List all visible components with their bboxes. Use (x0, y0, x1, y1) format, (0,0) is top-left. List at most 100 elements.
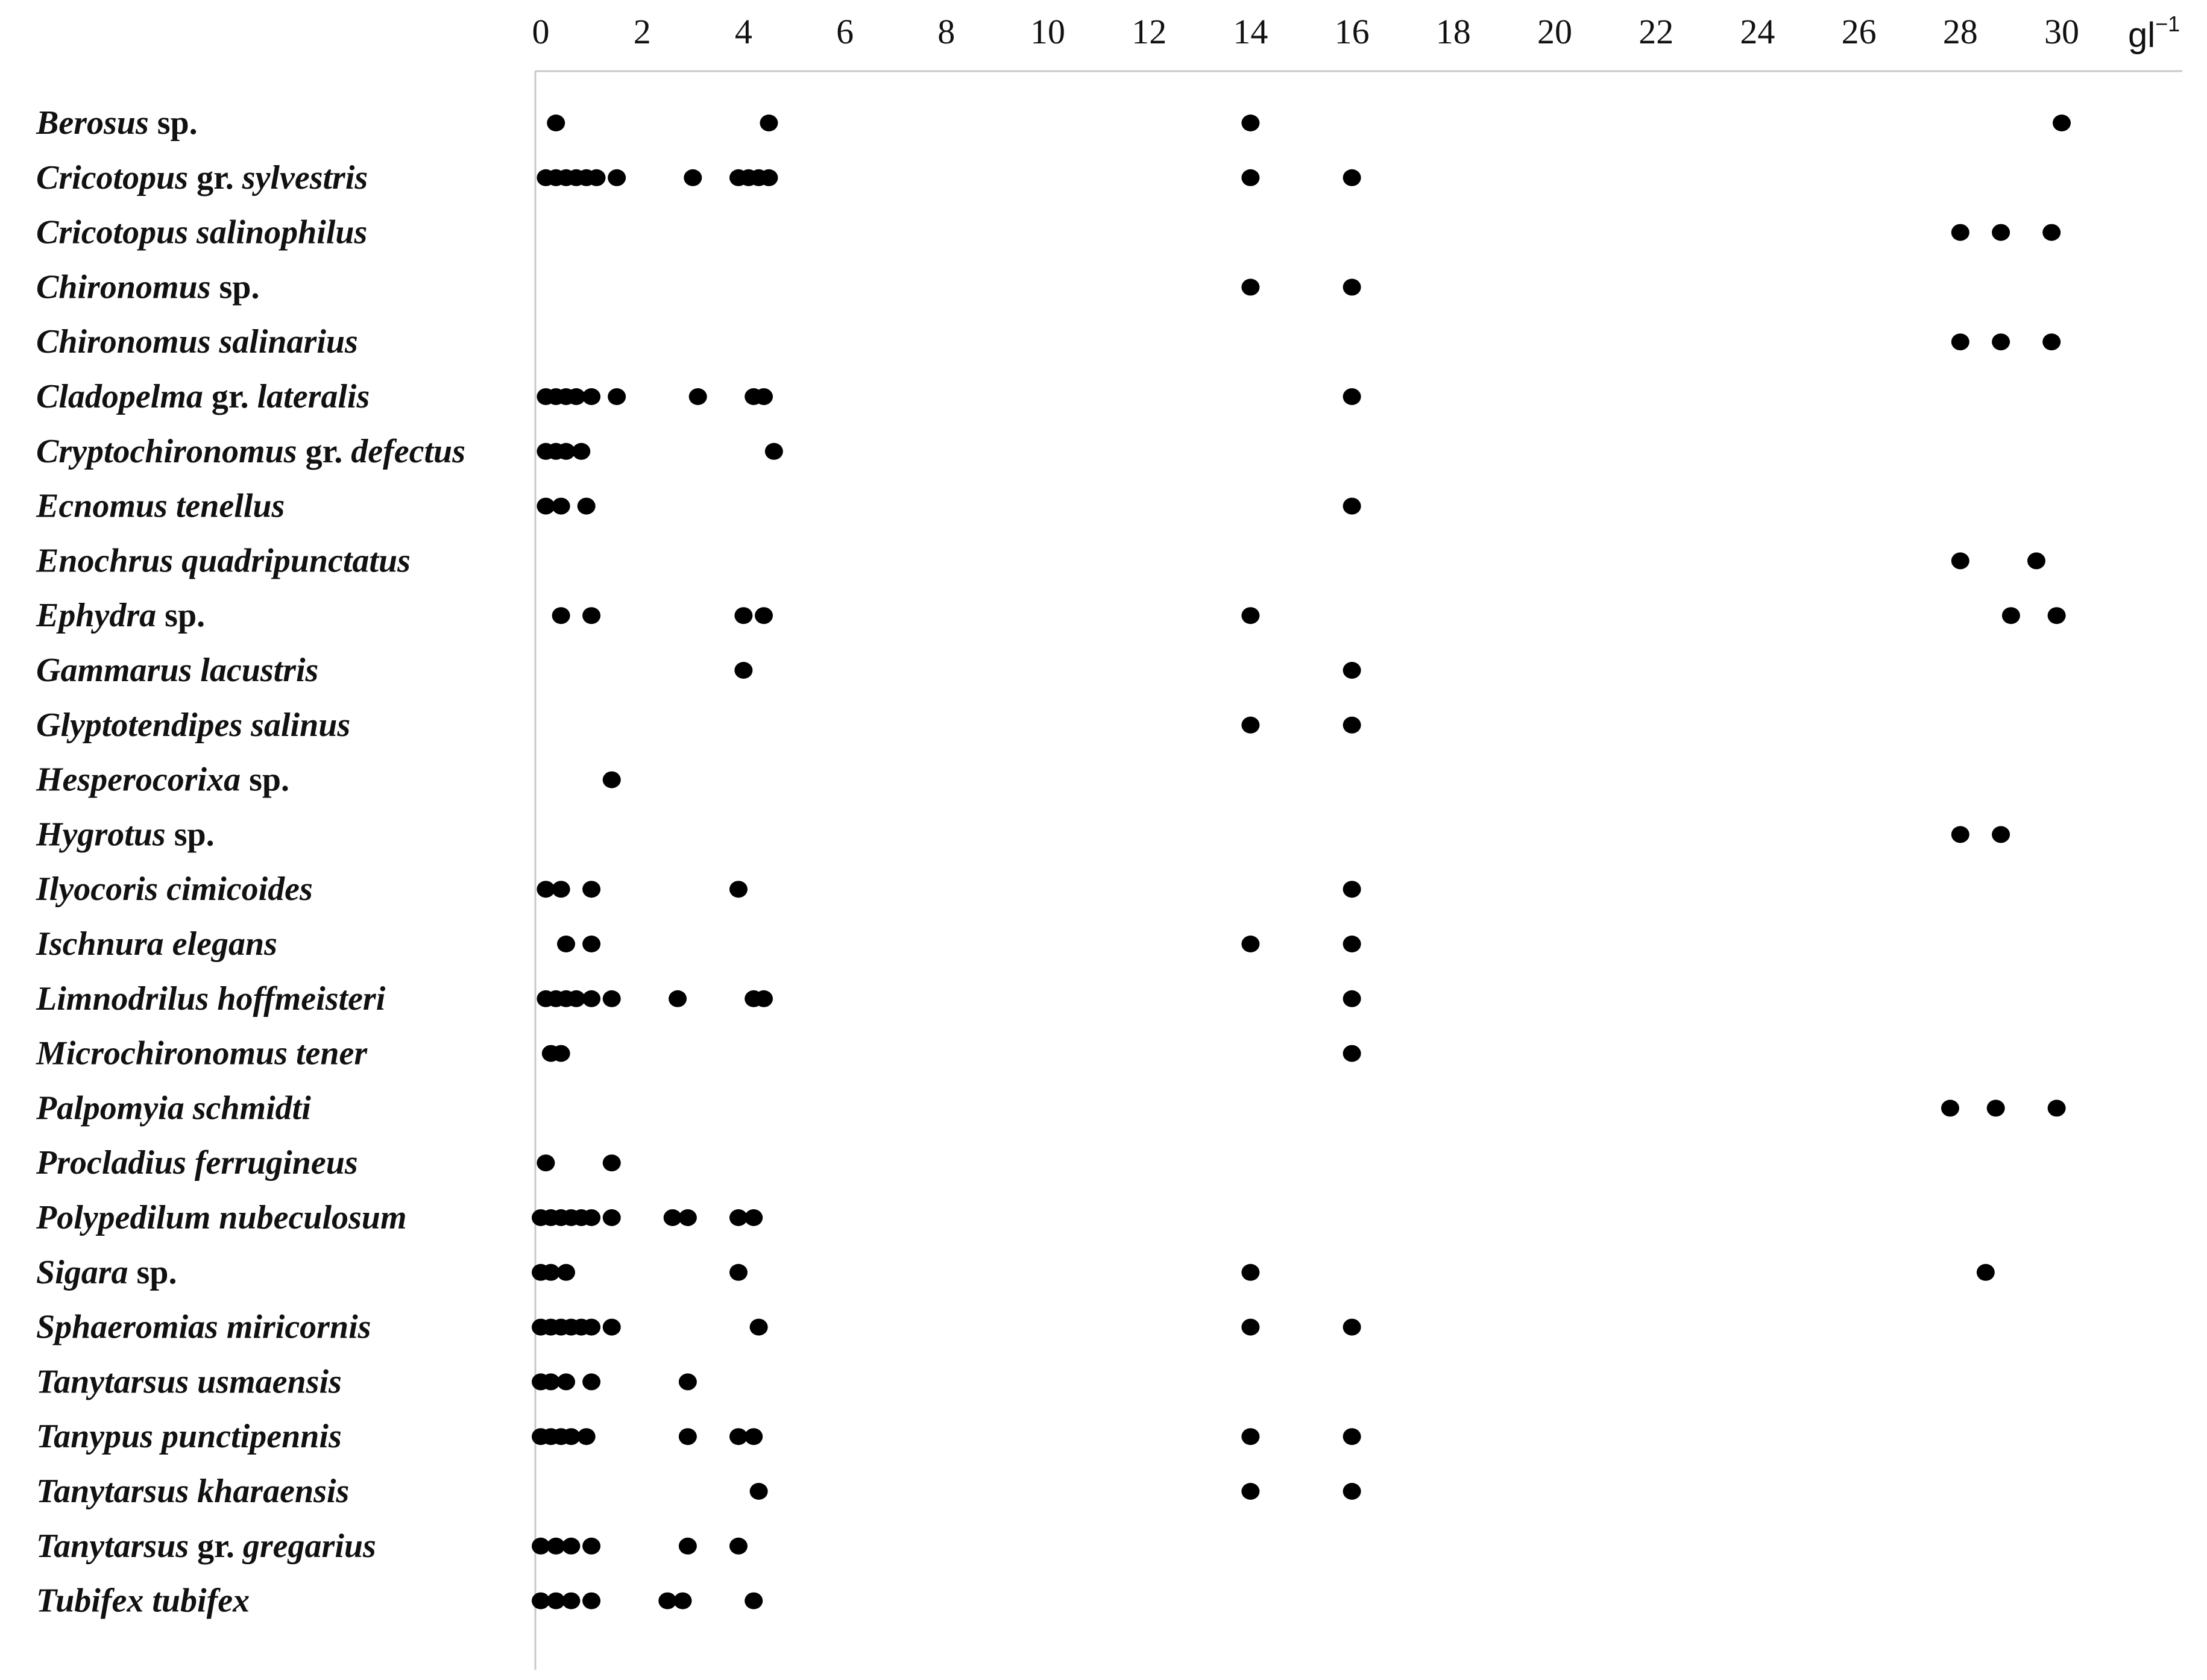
data-point (608, 169, 626, 186)
x-tick-label: 10 (1030, 12, 1065, 51)
data-point (532, 1592, 550, 1609)
x-tick-label: 0 (532, 12, 550, 51)
species-name: Berosus (36, 104, 149, 142)
species-name-2: lateralis (257, 378, 370, 415)
data-point (541, 1373, 560, 1391)
data-point (764, 442, 783, 460)
data-point (2001, 607, 2020, 624)
species-name: Tanytarsus kharaensis (36, 1473, 349, 1510)
species-label: Cladopelma gr. lateralis (36, 378, 370, 415)
data-point (1951, 552, 1969, 570)
data-point (582, 1373, 601, 1391)
data-point (755, 388, 773, 405)
data-point (729, 1537, 748, 1555)
data-point (582, 1592, 601, 1609)
x-axis-tick-labels: 0 2 4 6 8 10 12 14 16 18 20 22 24 26 28 30 (532, 12, 2080, 51)
species-name: Sphaeromias miricornis (36, 1309, 371, 1346)
species-label: Procladius ferrugineus (36, 1144, 358, 1181)
species-label: Enochrus quadripunctatus (36, 542, 411, 579)
data-point (1951, 826, 1969, 843)
data-point (1992, 224, 2010, 241)
species-name: Chironomus salinarius (36, 323, 358, 360)
species-label: Tubifex tubifex (36, 1582, 250, 1620)
data-point (1343, 936, 1361, 952)
data-point (1241, 1483, 1260, 1500)
species-name: Palpomyia schmidti (36, 1089, 311, 1127)
species-name: Cricotopus salinophilus (36, 214, 367, 251)
data-point (1343, 388, 1361, 405)
species-label: Sigara sp. (36, 1254, 177, 1291)
data-point (1241, 115, 1260, 131)
species-name: Glyptotendipes salinus (36, 706, 350, 744)
data-point (729, 1428, 748, 1446)
data-point (745, 1209, 763, 1226)
species-name: Limnodrilus hoffmeisteri (36, 980, 386, 1018)
species-label: Tanytarsus gr. gregarius (36, 1527, 376, 1565)
data-point (749, 1318, 768, 1336)
species-name: Tanytarsus usmaensis (36, 1363, 342, 1400)
data-point (1992, 333, 2010, 351)
data-point (745, 1592, 763, 1609)
data-point (678, 1209, 697, 1226)
species-label: Hesperocorixa sp. (36, 761, 289, 799)
x-tick-label: 24 (1740, 12, 1775, 51)
data-point (1343, 881, 1361, 898)
x-tick-label: 8 (937, 12, 955, 51)
data-point (541, 1263, 560, 1281)
x-tick-label: 14 (1233, 12, 1268, 51)
species-suffix: sp. (128, 1254, 177, 1291)
data-point (582, 1209, 601, 1226)
data-points (532, 115, 2071, 1609)
species-suffix: sp. (166, 816, 215, 853)
data-point (669, 990, 687, 1007)
x-tick-label: 16 (1335, 12, 1370, 51)
x-tick-label: 22 (1639, 12, 1673, 51)
data-point (582, 1318, 601, 1336)
data-point (1343, 716, 1361, 734)
data-point (663, 1209, 682, 1226)
species-label: Sphaeromias miricornis (36, 1309, 371, 1346)
species-suffix: sp. (149, 104, 198, 142)
data-point (552, 497, 570, 515)
data-point (537, 1154, 555, 1172)
species-label: Chironomus sp. (36, 268, 259, 306)
data-point (547, 115, 565, 131)
species-name: Enochrus quadripunctatus (36, 542, 411, 579)
data-point (532, 1537, 550, 1555)
data-point (1241, 1263, 1260, 1281)
data-point (552, 881, 570, 898)
species-name: Cryptochironomus (36, 433, 297, 470)
data-point (557, 1373, 576, 1391)
data-point (1941, 1100, 1959, 1117)
species-label: Cryptochironomus gr. defectus (36, 433, 465, 470)
data-point (602, 1318, 621, 1336)
x-tick-label: 2 (634, 12, 651, 51)
species-name: Tanypus punctipennis (36, 1418, 342, 1455)
data-point (745, 1428, 763, 1446)
species-name: Sigara (36, 1254, 128, 1291)
data-point (658, 1592, 677, 1609)
data-point (1241, 1428, 1260, 1446)
data-point (2047, 1100, 2066, 1117)
species-suffix: sp. (211, 268, 260, 306)
data-point (684, 169, 702, 186)
species-suffix: gr. (188, 159, 242, 197)
data-point (2027, 552, 2045, 570)
data-point (572, 442, 591, 460)
data-point (1241, 936, 1260, 952)
data-point (1343, 278, 1361, 296)
species-label: Ilyocoris cimicoides (36, 870, 313, 908)
species-label: Tanytarsus usmaensis (36, 1363, 342, 1400)
data-point (547, 1592, 565, 1609)
species-name-2: defectus (351, 433, 465, 470)
data-point (729, 881, 748, 898)
data-point (562, 1537, 581, 1555)
data-point (1343, 662, 1361, 679)
data-point (562, 1592, 581, 1609)
data-point (1241, 1318, 1260, 1336)
species-label: Polypedilum nubeculosum (36, 1199, 407, 1236)
data-point (1343, 990, 1361, 1007)
data-point (582, 388, 601, 405)
species-name: Tanytarsus (36, 1527, 189, 1565)
species-name: Ecnomus tenellus (36, 488, 285, 525)
